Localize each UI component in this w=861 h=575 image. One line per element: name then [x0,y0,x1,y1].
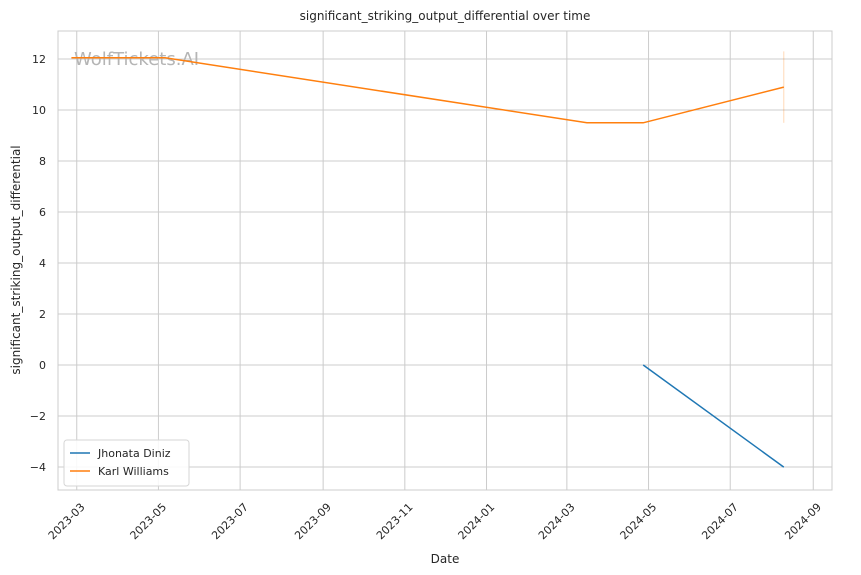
legend-label: Jhonata Diniz [97,447,171,460]
y-tick-label: 8 [39,155,46,168]
legend: Jhonata Diniz Karl Williams [63,439,190,487]
y-tick-label: 6 [39,206,46,219]
y-tick-label: 2 [39,308,46,321]
series-line-karl-williams [71,57,784,124]
series-lines [71,51,785,468]
legend-label: Karl Williams [98,465,169,478]
y-tick-label: 10 [32,104,46,117]
y-tick-label: 4 [39,257,46,270]
watermark: WolfTickets.AI [74,49,199,70]
y-axis-label: significant_striking_output_differential [9,145,23,374]
y-tick-label: 0 [39,359,46,372]
y-tick-label: −4 [30,461,46,474]
watermark-group: WolfTickets.AI [74,49,199,70]
x-axis-label: Date [431,552,460,566]
y-axis-ticks: −4 −2 0 2 4 6 8 10 12 [30,53,46,474]
chart-title: significant_striking_output_differential… [300,9,591,23]
plot-frame [57,30,833,491]
series-line-jhonata-diniz [642,364,785,468]
legend-box [63,439,190,487]
y-tick-label: 12 [32,53,46,66]
y-tick-label: −2 [30,410,46,423]
